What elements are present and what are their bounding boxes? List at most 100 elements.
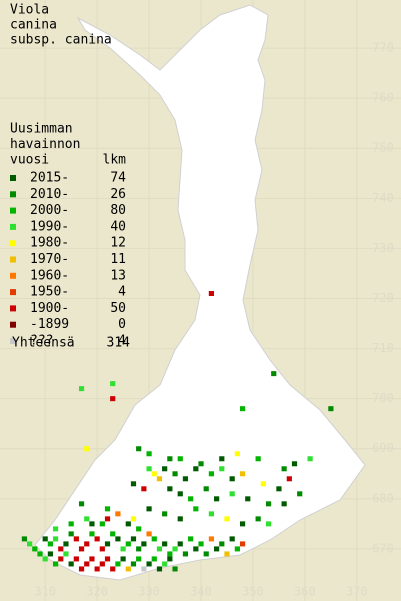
observation-square	[239, 541, 246, 547]
legend-label: 1980-	[30, 236, 69, 251]
observation-square	[291, 461, 298, 467]
total-count: 314	[107, 336, 131, 351]
legend-count: 11	[110, 252, 126, 267]
observation-square	[281, 501, 287, 507]
observation-square	[156, 566, 163, 572]
observation-square	[172, 566, 178, 572]
title-line: canina	[10, 18, 57, 33]
count-header: lkm	[103, 153, 127, 168]
observation-square	[42, 536, 48, 542]
observation-square	[115, 536, 121, 542]
observation-square	[104, 556, 111, 562]
observation-square	[73, 556, 79, 562]
observation-square	[58, 556, 64, 562]
observation-square	[120, 556, 126, 562]
observation-square	[172, 471, 178, 477]
observation-square	[110, 396, 116, 402]
legend-swatch	[10, 321, 16, 328]
observation-square	[276, 486, 282, 492]
legend-count: 13	[110, 268, 126, 283]
observation-square	[188, 496, 194, 502]
legend-header: vuosi	[10, 153, 49, 168]
observation-square	[104, 506, 111, 512]
legend-label: 1950-	[30, 285, 69, 300]
legend-label: 1970-	[30, 252, 69, 267]
observation-square	[229, 491, 235, 497]
observation-square	[182, 551, 189, 557]
observation-square	[177, 541, 183, 547]
observation-square	[188, 536, 194, 542]
observation-square	[172, 546, 178, 552]
observation-square	[21, 536, 28, 542]
observation-square	[234, 546, 240, 552]
observation-square	[84, 446, 90, 452]
observation-square	[136, 526, 142, 532]
x-tick-label: 340	[190, 585, 212, 599]
observation-square	[136, 446, 142, 452]
legend-count: 40	[110, 219, 126, 234]
observation-square	[73, 536, 79, 542]
observation-square	[146, 531, 152, 537]
legend-swatch	[10, 338, 16, 344]
observation-square	[219, 466, 225, 472]
observation-square	[89, 556, 95, 562]
observation-square	[78, 566, 85, 572]
observation-square	[47, 541, 53, 547]
observation-square	[214, 496, 220, 502]
observation-square	[229, 536, 235, 542]
observation-square	[47, 551, 53, 557]
observation-square	[214, 546, 220, 552]
legend-label: 1990-	[30, 219, 69, 234]
total-label: Yhteensä	[12, 336, 75, 351]
observation-square	[84, 541, 90, 547]
legend-header: havainnon	[10, 137, 80, 152]
observation-square	[177, 456, 183, 462]
observation-square	[198, 541, 204, 547]
legend-swatch	[10, 240, 16, 247]
finland-outline	[34, 4, 366, 581]
legend-label: ???	[30, 334, 53, 349]
legend-count: 50	[110, 301, 126, 316]
observation-square	[104, 516, 111, 522]
observation-square	[208, 511, 215, 517]
observation-square	[271, 371, 277, 377]
observation-square	[208, 290, 215, 296]
observation-square	[52, 561, 59, 567]
observation-square	[229, 476, 235, 482]
legend-label: 2000-	[30, 203, 69, 218]
observation-square	[110, 566, 116, 572]
observation-square	[162, 511, 168, 517]
observation-square	[162, 561, 168, 567]
y-tick-label: 670	[372, 541, 394, 555]
y-tick-label: 720	[372, 291, 394, 305]
legend-label: 1960-	[30, 268, 69, 283]
legend-swatch	[10, 272, 16, 279]
legend-label: 2010-	[30, 187, 69, 202]
observation-square	[162, 541, 168, 547]
y-tick-label: 690	[372, 441, 394, 455]
observation-square	[94, 536, 100, 542]
observation-square	[68, 531, 74, 537]
legend-swatch	[10, 191, 16, 198]
observation-square	[32, 546, 38, 552]
y-tick-label: 750	[372, 141, 394, 155]
observation-square	[63, 541, 69, 547]
observation-square	[239, 471, 246, 477]
observation-square	[167, 551, 173, 557]
observation-square	[115, 561, 121, 567]
observation-square	[151, 471, 157, 477]
observation-square	[297, 491, 303, 497]
observation-square	[146, 506, 152, 512]
observation-square	[42, 556, 48, 562]
observation-square	[136, 546, 142, 552]
observation-square	[27, 541, 33, 547]
observation-square	[177, 516, 183, 522]
legend-count: 12	[110, 236, 126, 251]
observation-square	[146, 561, 152, 567]
observation-square	[37, 551, 43, 557]
observation-square	[307, 456, 313, 462]
y-tick-label: 730	[372, 241, 394, 255]
observation-square	[78, 501, 85, 507]
observation-square	[193, 466, 199, 472]
